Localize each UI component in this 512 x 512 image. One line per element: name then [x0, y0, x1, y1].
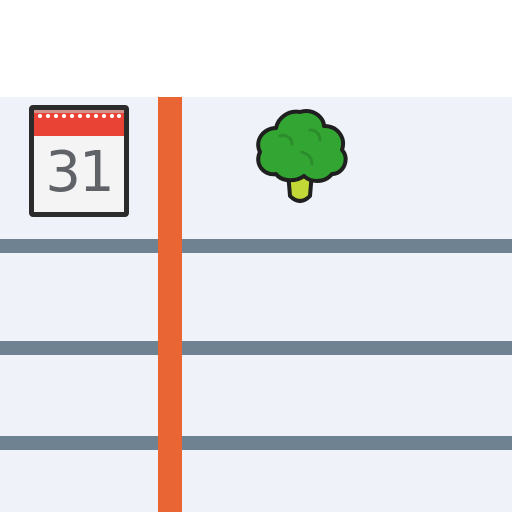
calendar-icon[interactable]: 31 [26, 102, 132, 220]
grid-row-divider [0, 239, 512, 253]
header-area [0, 0, 512, 97]
calendar-day-number: 31 [45, 140, 114, 205]
grid-row-divider [0, 436, 512, 450]
grid-row-divider [0, 341, 512, 355]
broccoli-icon[interactable] [250, 106, 352, 210]
current-time-line [158, 97, 182, 512]
